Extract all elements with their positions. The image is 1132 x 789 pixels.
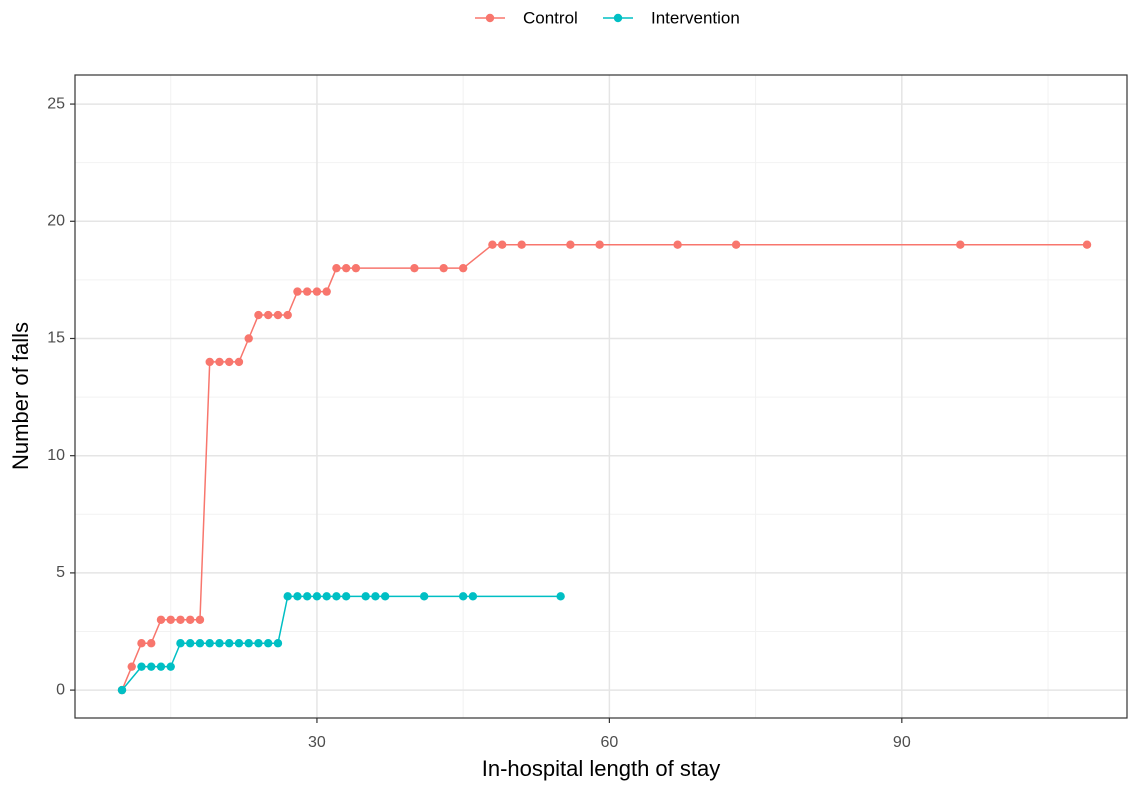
data-point [468, 592, 478, 601]
data-point [458, 592, 468, 601]
data-point [244, 639, 253, 648]
data-point [195, 639, 205, 648]
x-axis-title: In-hospital length of stay [482, 756, 720, 781]
panel-border [74, 74, 1128, 719]
data-point [215, 639, 224, 648]
data-point [264, 310, 273, 320]
legend-point [613, 13, 623, 23]
data-point [517, 240, 526, 249]
data-point [264, 639, 273, 648]
data-point [380, 592, 390, 601]
data-point [205, 357, 214, 367]
data-point [419, 592, 429, 601]
data-point [293, 592, 302, 601]
data-point [273, 310, 283, 320]
data-point [147, 662, 156, 671]
y-tick-label: 5 [56, 564, 65, 581]
data-point [410, 263, 419, 273]
data-point [731, 240, 741, 249]
data-point [566, 240, 575, 249]
data-point [595, 240, 604, 249]
data-point [137, 662, 146, 671]
data-point [322, 592, 331, 601]
y-tick-label: 20 [47, 212, 65, 229]
data-point [205, 639, 214, 648]
y-axis-title: Number of falls [8, 322, 33, 470]
x-tick-label: 30 [308, 734, 326, 751]
legend-label: Intervention [651, 8, 740, 27]
legend-label: Control [523, 8, 578, 27]
x-tick-label: 60 [600, 734, 618, 751]
y-tick-label: 10 [47, 447, 65, 464]
data-point [156, 615, 166, 624]
data-point [341, 263, 351, 273]
data-point [234, 639, 244, 648]
data-point [215, 357, 224, 367]
data-point [458, 263, 468, 273]
data-point [254, 639, 263, 648]
data-point [166, 662, 175, 671]
data-point [147, 639, 156, 648]
data-point [322, 287, 331, 296]
data-point [1082, 240, 1092, 249]
data-point [302, 287, 312, 296]
x-tick-label: 90 [893, 734, 911, 751]
data-point [341, 592, 351, 601]
data-point [244, 334, 253, 343]
data-point [195, 615, 205, 624]
data-point [497, 240, 507, 249]
data-point [312, 287, 322, 296]
data-point [293, 287, 302, 296]
data-point [312, 592, 322, 601]
data-point [234, 357, 244, 367]
data-point [283, 592, 292, 601]
data-point [956, 240, 965, 249]
data-point [225, 357, 234, 367]
data-point [176, 639, 185, 648]
data-point [117, 685, 127, 695]
data-point [225, 639, 234, 648]
y-tick-label: 15 [47, 330, 65, 347]
data-point [371, 592, 380, 601]
data-point [186, 639, 195, 648]
data-point [488, 240, 497, 249]
data-point [166, 615, 175, 624]
data-point [556, 592, 565, 601]
data-point [361, 592, 370, 601]
data-point [283, 310, 292, 320]
data-point [137, 639, 146, 648]
data-point [254, 310, 263, 320]
data-point [176, 615, 185, 624]
data-point [302, 592, 312, 601]
data-point [186, 615, 195, 624]
y-tick-label: 0 [56, 681, 65, 698]
data-point [156, 662, 166, 671]
data-point [673, 240, 682, 249]
legend-point [485, 13, 495, 23]
data-point [127, 662, 136, 671]
data-point [439, 263, 448, 273]
data-point [351, 263, 361, 273]
y-tick-label: 25 [47, 95, 65, 112]
data-point [332, 592, 341, 601]
data-point [332, 263, 341, 273]
data-point [273, 639, 283, 648]
